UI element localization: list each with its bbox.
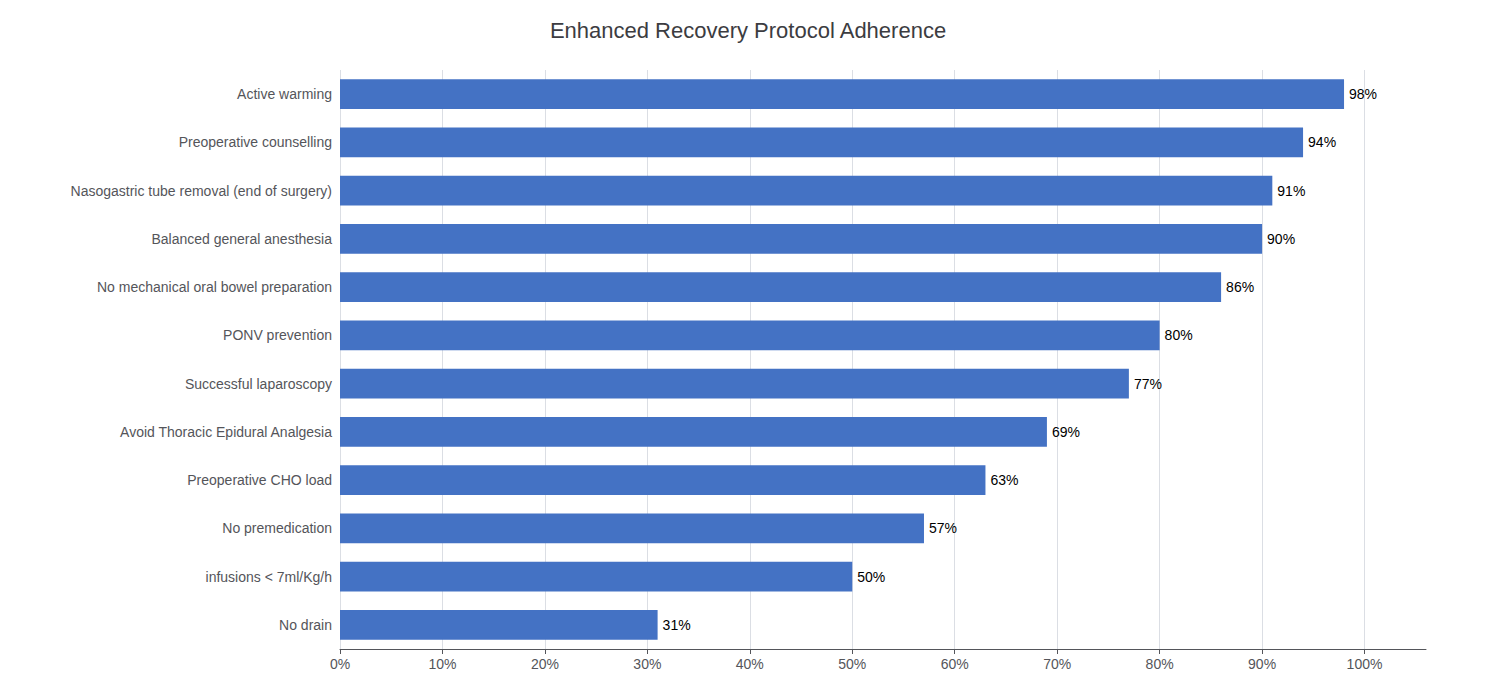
svg-text:infusions < 7ml/Kg/h: infusions < 7ml/Kg/h xyxy=(206,569,332,585)
svg-text:0%: 0% xyxy=(330,656,350,672)
svg-text:90%: 90% xyxy=(1248,656,1276,672)
svg-text:Avoid Thoracic Epidural Analge: Avoid Thoracic Epidural Analgesia xyxy=(120,424,332,440)
svg-text:30%: 30% xyxy=(633,656,661,672)
svg-text:91%: 91% xyxy=(1277,183,1305,199)
svg-text:90%: 90% xyxy=(1267,231,1295,247)
svg-text:Preoperative CHO load: Preoperative CHO load xyxy=(187,472,332,488)
svg-text:No drain: No drain xyxy=(279,617,332,633)
svg-text:98%: 98% xyxy=(1349,86,1377,102)
svg-text:PONV prevention: PONV prevention xyxy=(223,327,332,343)
svg-text:Nasogastric tube removal (end: Nasogastric tube removal (end of surgery… xyxy=(71,183,332,199)
svg-text:70%: 70% xyxy=(1043,656,1071,672)
svg-text:77%: 77% xyxy=(1134,376,1162,392)
svg-text:100%: 100% xyxy=(1347,656,1383,672)
svg-text:80%: 80% xyxy=(1165,327,1193,343)
svg-text:57%: 57% xyxy=(929,520,957,536)
svg-text:Preoperative counselling: Preoperative counselling xyxy=(179,134,332,150)
svg-text:Successful laparoscopy: Successful laparoscopy xyxy=(185,376,332,392)
svg-text:69%: 69% xyxy=(1052,424,1080,440)
svg-text:No premedication: No premedication xyxy=(222,520,332,536)
svg-text:20%: 20% xyxy=(531,656,559,672)
svg-text:Enhanced Recovery Protocol Adh: Enhanced Recovery Protocol Adherence xyxy=(550,18,946,43)
svg-text:Balanced general anesthesia: Balanced general anesthesia xyxy=(151,231,332,247)
svg-text:No mechanical oral bowel prepa: No mechanical oral bowel preparation xyxy=(97,279,332,295)
svg-text:80%: 80% xyxy=(1146,656,1174,672)
svg-text:94%: 94% xyxy=(1308,134,1336,150)
svg-text:31%: 31% xyxy=(663,617,691,633)
svg-text:50%: 50% xyxy=(838,656,866,672)
svg-text:Active warming: Active warming xyxy=(237,86,332,102)
svg-text:50%: 50% xyxy=(857,569,885,585)
svg-text:86%: 86% xyxy=(1226,279,1254,295)
svg-text:60%: 60% xyxy=(941,656,969,672)
svg-text:10%: 10% xyxy=(428,656,456,672)
svg-text:63%: 63% xyxy=(990,472,1018,488)
svg-text:40%: 40% xyxy=(736,656,764,672)
